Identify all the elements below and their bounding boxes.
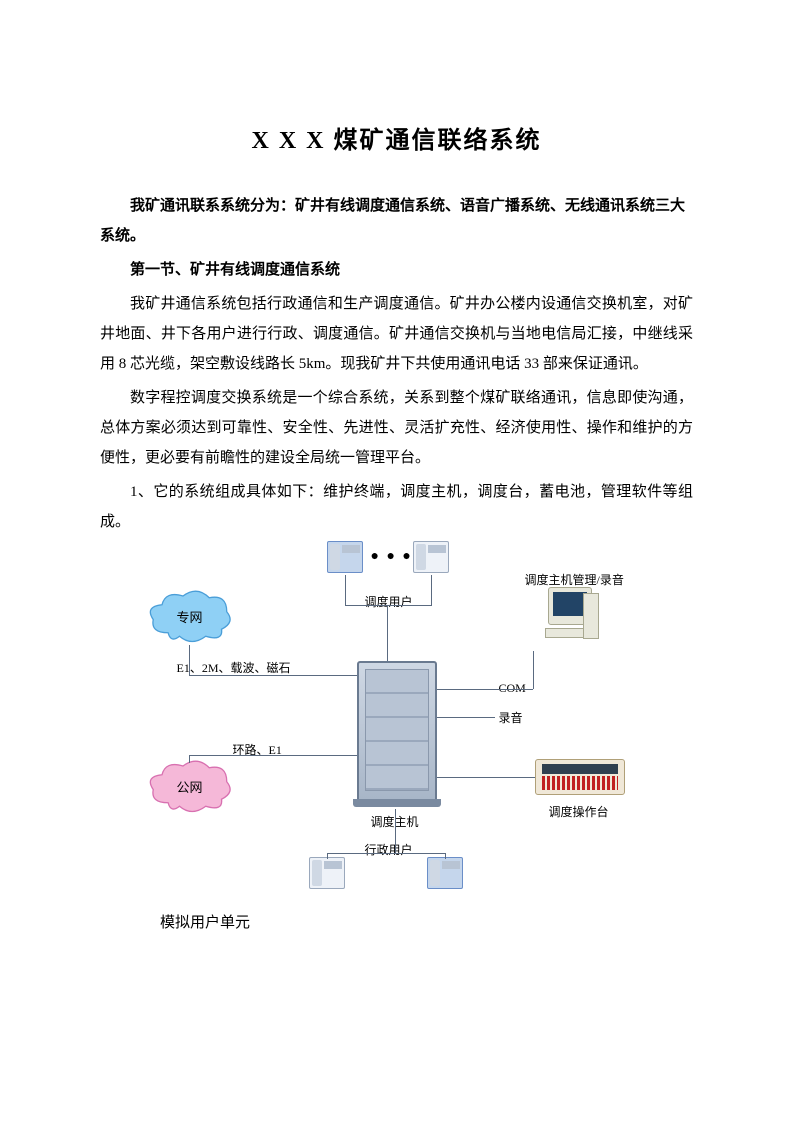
- connector-line: [387, 605, 388, 661]
- ellipsis-icon: ● ● ●: [371, 549, 413, 565]
- bottom-label: 模拟用户单元: [160, 911, 693, 932]
- label-recording: 录音: [499, 709, 523, 726]
- connector-line: [437, 689, 533, 690]
- paragraph-3: 1、它的系统组成具体如下：维护终端，调度主机，调度台，蓄电池，管理软件等组成。: [100, 477, 693, 537]
- computer-icon: [535, 587, 605, 657]
- label-console: 调度操作台: [549, 803, 609, 820]
- connector-line: [189, 755, 190, 763]
- connector-line: [327, 853, 445, 854]
- label-dispatch-users: 调度用户: [365, 593, 413, 610]
- cloud-public-net: 公网: [145, 759, 235, 815]
- cloud-private-net: 专网: [145, 589, 235, 645]
- connector-line: [345, 605, 432, 606]
- label-host-mgmt: 调度主机管理/录音: [525, 571, 624, 588]
- connector-line: [189, 645, 190, 675]
- phone-icon: [427, 857, 463, 889]
- cloud-label-private: 专网: [145, 607, 235, 626]
- phone-icon: [309, 857, 345, 889]
- connector-line: [189, 675, 357, 676]
- intro-text: 我矿通讯联系系统分为：矿井有线调度通信系统、语音广播系统、无线通讯系统三大系统。: [100, 191, 693, 251]
- page-title: X X X 煤矿通信联络系统: [100, 120, 693, 155]
- paragraph-1: 我矿井通信系统包括行政通信和生产调度通信。矿井办公楼内设通信交换机室，对矿井地面…: [100, 289, 693, 379]
- connector-line: [395, 809, 396, 853]
- phone-icon: [327, 541, 363, 573]
- connector-line: [437, 777, 535, 778]
- paragraph-2: 数字程控调度交换系统是一个综合系统，关系到整个煤矿联络通讯，信息即使沟通，总体方…: [100, 383, 693, 473]
- connector-line: [445, 853, 446, 859]
- label-link-e1: E1、2M、载波、磁石: [177, 659, 291, 676]
- phone-icon: [413, 541, 449, 573]
- connector-line: [327, 853, 328, 859]
- server-cabinet-icon: [357, 661, 437, 801]
- connector-line: [437, 717, 495, 718]
- connector-line: [431, 575, 432, 605]
- connector-line: [345, 575, 346, 605]
- label-admin-users: 行政用户: [365, 841, 413, 858]
- dispatch-console-icon: [535, 759, 625, 795]
- connector-line: [189, 755, 357, 756]
- section-1-heading: 第一节、矿井有线调度通信系统: [100, 255, 693, 285]
- system-diagram: ● ● ● 调度用户 调度主机管理/录音 专网 E1、2M、载波、磁石 公网 环…: [137, 541, 657, 901]
- connector-line: [533, 651, 534, 689]
- cloud-label-public: 公网: [145, 777, 235, 796]
